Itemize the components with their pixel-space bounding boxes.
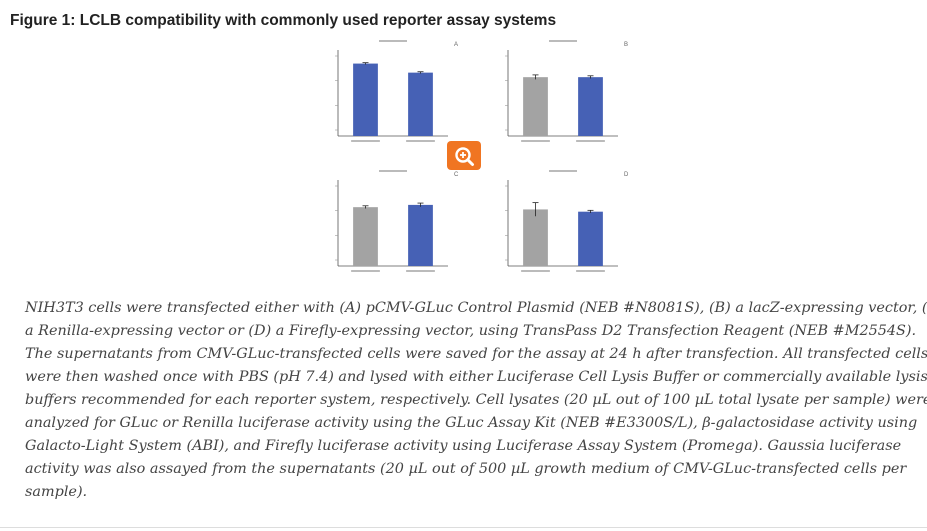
panel-letter: B xyxy=(624,42,628,48)
figure-chart-image[interactable]: A B C D xyxy=(298,32,638,280)
panel-heading xyxy=(549,170,577,172)
caption-line: were then washed once with PBS (pH 7.4) … xyxy=(25,369,927,385)
zoom-in-icon xyxy=(455,146,474,166)
bar xyxy=(523,77,548,136)
bar xyxy=(353,207,378,266)
x-tick-label xyxy=(576,270,605,272)
panel-letter: C xyxy=(454,172,459,178)
caption-line: buffers recommended for each reporter sy… xyxy=(25,392,927,408)
caption-line: a Renilla-expressing vector or (D) a Fir… xyxy=(25,323,917,339)
panel-letter: D xyxy=(624,172,629,178)
bar xyxy=(523,209,548,266)
caption-line: Galacto-Light System (ABI), and Firefly … xyxy=(25,438,902,454)
bar xyxy=(578,77,603,136)
caption-line: analyzed for GLuc or Renilla luciferase … xyxy=(25,415,918,431)
panel-heading xyxy=(379,170,407,172)
bar xyxy=(353,63,378,136)
bar xyxy=(408,72,433,136)
divider xyxy=(0,527,927,528)
x-tick-label xyxy=(351,140,380,142)
figure-caption: NIH3T3 cells were transfected either wit… xyxy=(25,297,927,504)
figure-title: Figure 1: LCLB compatibility with common… xyxy=(10,12,557,29)
caption-line: activity was also assayed from the super… xyxy=(25,461,907,477)
bar xyxy=(408,204,433,266)
x-tick-label xyxy=(521,140,550,142)
panel-heading xyxy=(379,40,407,42)
caption-line: NIH3T3 cells were transfected either wit… xyxy=(25,300,927,316)
zoom-button[interactable] xyxy=(447,141,481,170)
x-tick-label xyxy=(576,140,605,142)
x-tick-label xyxy=(406,140,435,142)
x-tick-label xyxy=(521,270,550,272)
caption-line: sample). xyxy=(25,484,88,500)
x-tick-label xyxy=(406,270,435,272)
panel-letter: A xyxy=(454,42,458,48)
chart-panels: A B C D xyxy=(335,40,629,272)
x-tick-label xyxy=(351,270,380,272)
panel-heading xyxy=(549,40,577,42)
bar xyxy=(578,211,603,266)
caption-line: The supernatants from CMV-GLuc-transfect… xyxy=(25,346,927,362)
